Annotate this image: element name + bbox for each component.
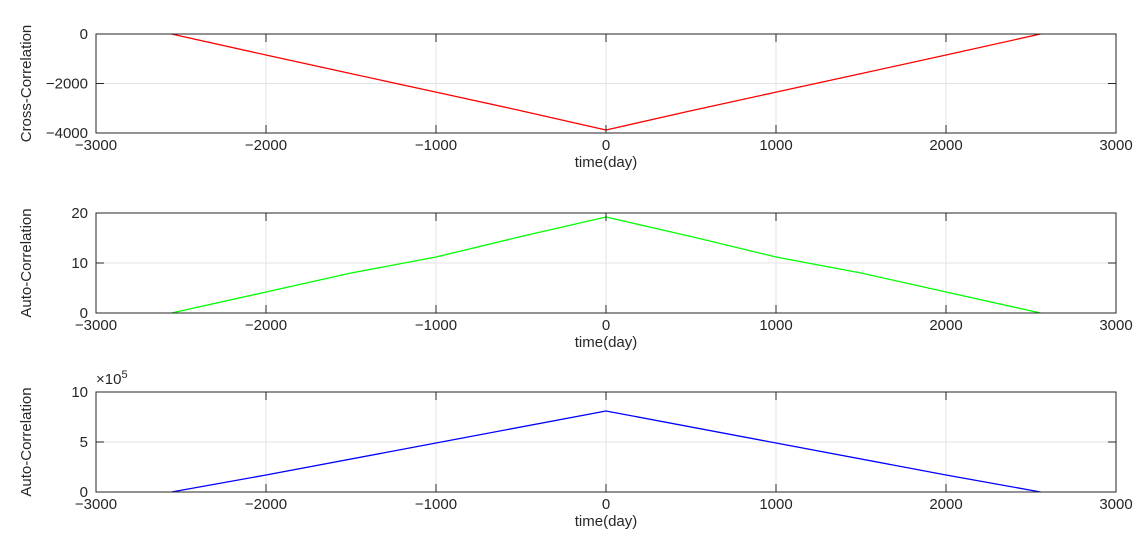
x-tick-label: −1000: [415, 496, 457, 513]
y-tick-label: 20: [71, 205, 88, 222]
x-tick-label: −3000: [75, 496, 117, 513]
x-axis-label: time(day): [575, 334, 638, 351]
y-tick-label: 5: [80, 434, 88, 451]
x-tick-label: 1000: [759, 137, 792, 154]
x-tick-label: −1000: [415, 137, 457, 154]
chart-panel-1: −3000 −2000 −1000 0 1000 2000 3000−4000−20000t…: [18, 25, 1133, 171]
chart-panel-2: −3000 −2000 −1000 0 1000 2000 3000 0 10 20 time(da…: [18, 205, 1133, 351]
y-tick-label: 0: [80, 26, 88, 43]
y-axis-label: Cross-Correlation: [18, 25, 35, 143]
y-tick-label: 10: [71, 384, 88, 401]
x-tick-label: 2000: [929, 317, 962, 334]
y-axis-label: Auto-Correlation: [18, 387, 35, 496]
x-tick-label: 3000: [1099, 496, 1132, 513]
series-line-1: [171, 410, 1041, 493]
x-tick-label: 3000: [1099, 317, 1132, 334]
x-tick-label: −3000: [75, 137, 117, 154]
x-tick-label: 1000: [759, 317, 792, 334]
x-tick-label: −3000: [75, 317, 117, 334]
y-tick-label: −2000: [46, 76, 88, 93]
chart-panel-3: −3000 −2000 −1000 0 1000 2000 3000 0 5 10 time(day…: [18, 369, 1133, 530]
y-axis-label: Auto-Correlation: [18, 208, 35, 317]
x-tick-label: −1000: [415, 317, 457, 334]
y-tick-label: 10: [71, 255, 88, 272]
y-tick-label: 0: [80, 305, 88, 322]
x-tick-label: 0: [602, 317, 610, 334]
x-tick-label: 2000: [929, 137, 962, 154]
x-axis-label: time(day): [575, 513, 638, 530]
x-tick-label: −2000: [245, 137, 287, 154]
x-tick-label: −2000: [245, 317, 287, 334]
y-tick-label: −4000: [46, 125, 88, 142]
y-axis-multiplier: ×105: [96, 369, 128, 388]
x-tick-label: 1000: [759, 496, 792, 513]
x-tick-label: 3000: [1099, 137, 1132, 154]
x-tick-label: 0: [602, 496, 610, 513]
x-tick-label: 0: [602, 137, 610, 154]
x-tick-label: −2000: [245, 496, 287, 513]
x-axis-label: time(day): [575, 154, 638, 171]
y-tick-label: 0: [80, 484, 88, 501]
x-tick-label: 2000: [929, 496, 962, 513]
